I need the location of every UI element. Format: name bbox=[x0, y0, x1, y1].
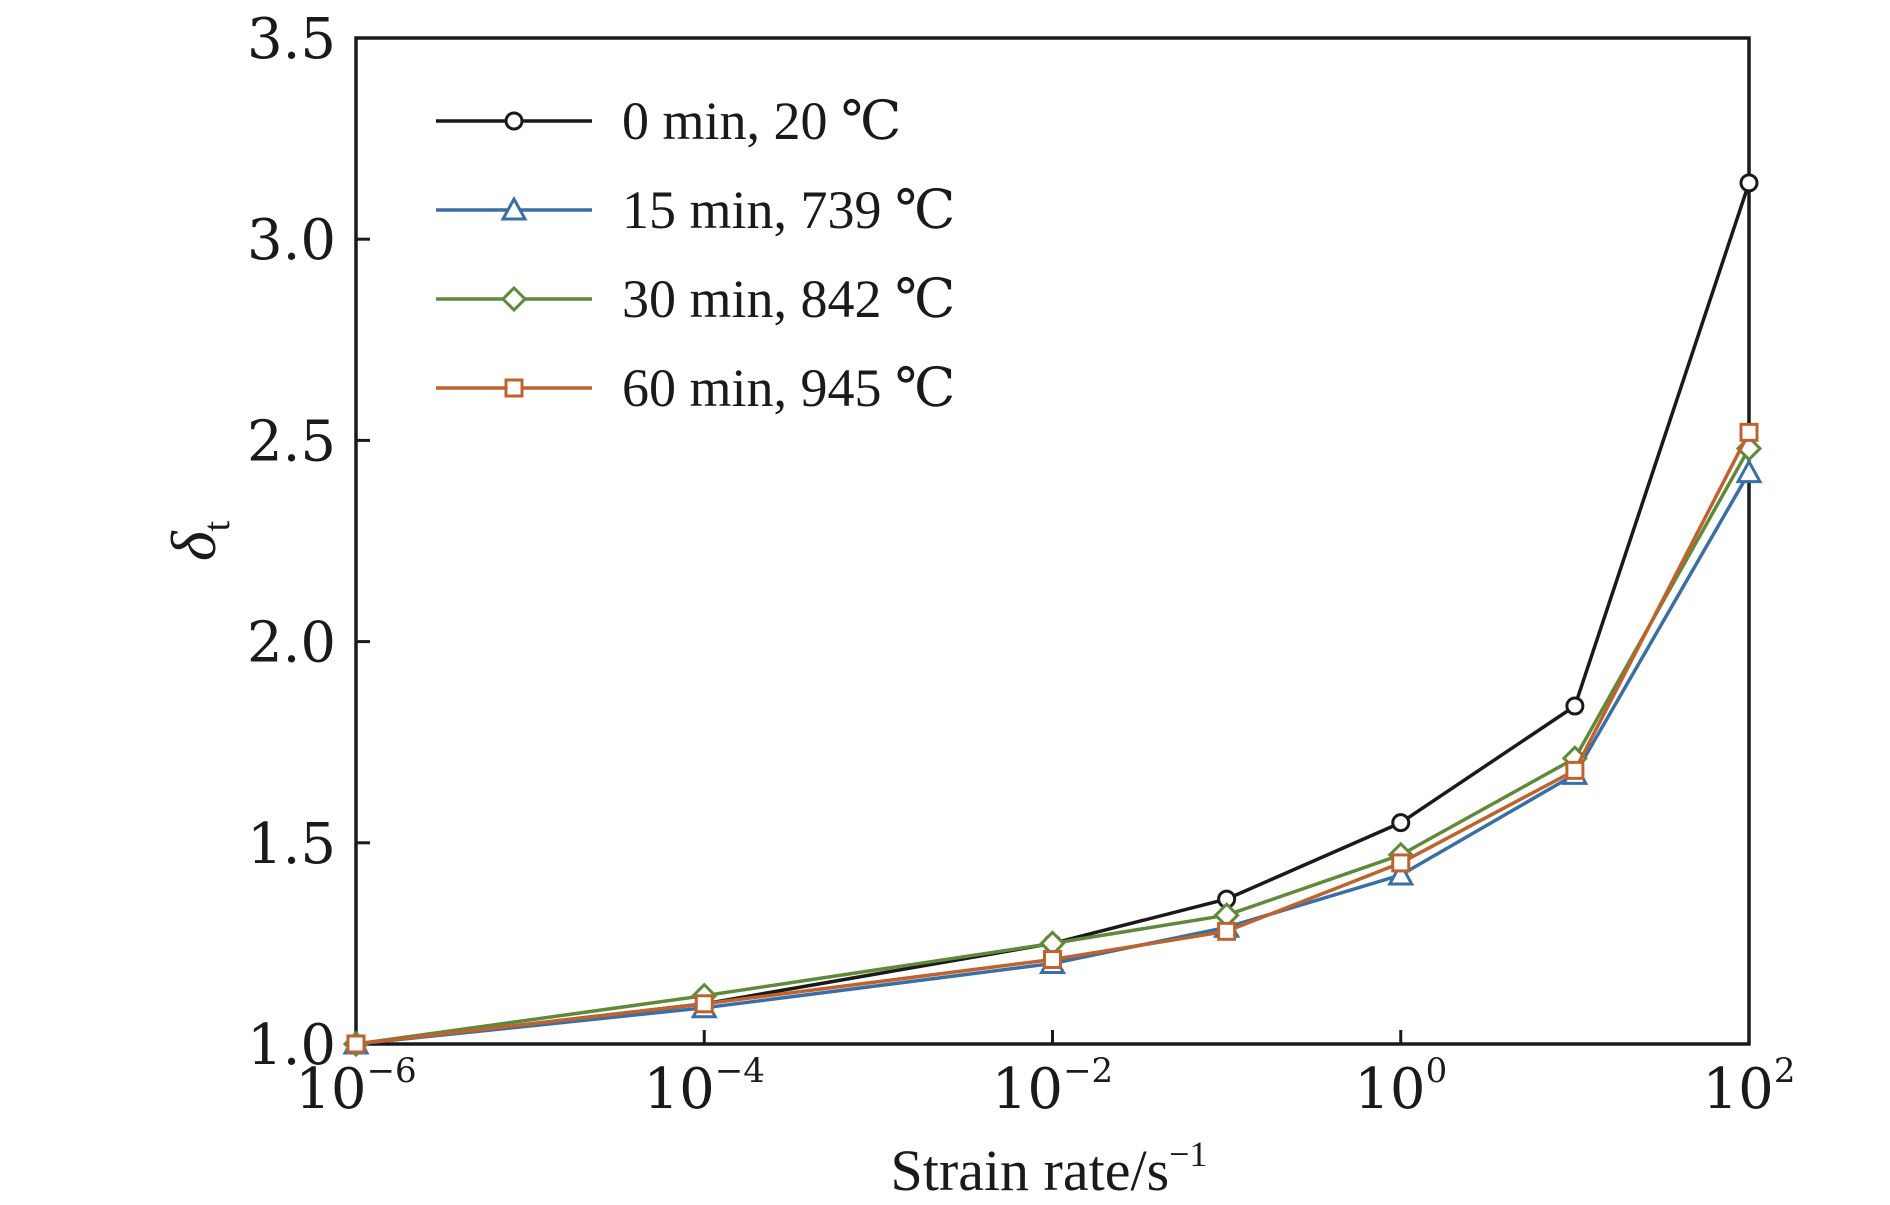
series-0 bbox=[346, 173, 1759, 1054]
legend-marker-3 bbox=[504, 378, 524, 398]
x-axis-title: Strain rate/s−1 bbox=[891, 1134, 1208, 1203]
plot-frame bbox=[354, 36, 1751, 1046]
x-tick-label-2: 10−2 bbox=[992, 1051, 1113, 1122]
data-point-0-6 bbox=[1739, 173, 1759, 193]
data-point-3-4 bbox=[1391, 853, 1411, 873]
legend-item-2: 30 min, 842 ℃ bbox=[436, 269, 955, 329]
data-point-3-2 bbox=[1043, 949, 1062, 969]
data-point-3-1 bbox=[694, 994, 714, 1014]
legend-item-0: 0 min, 20 ℃ bbox=[436, 91, 901, 151]
legend-label-2: 30 min, 842 ℃ bbox=[622, 269, 955, 329]
data-point-0-5 bbox=[1565, 696, 1585, 716]
x-tick-label-4: 102 bbox=[1703, 1051, 1796, 1122]
x-tick-label-1: 10−4 bbox=[644, 1051, 765, 1122]
y-axis-title: δt bbox=[158, 520, 238, 561]
y-tick-label-1: 1.5 bbox=[247, 812, 336, 877]
x-axis-title-text: Strain rate/s bbox=[891, 1138, 1170, 1203]
legend-label-0: 0 min, 20 ℃ bbox=[622, 91, 901, 151]
legend-label-1: 15 min, 739 ℃ bbox=[622, 180, 955, 240]
legend-label-3: 60 min, 945 ℃ bbox=[622, 358, 955, 418]
y-axis-title-text: δ bbox=[158, 530, 229, 561]
y-axis-title-sub: t bbox=[196, 520, 238, 531]
data-point-1-4 bbox=[1387, 860, 1415, 886]
data-point-1-6 bbox=[1735, 458, 1763, 484]
legend-item-3: 60 min, 945 ℃ bbox=[436, 358, 955, 418]
data-point-3-6 bbox=[1739, 422, 1759, 442]
y-tick-label-4: 3.0 bbox=[247, 208, 336, 273]
series-line-0 bbox=[355, 182, 1751, 1046]
data-point-3-5 bbox=[1565, 760, 1585, 780]
x-tick-label-3: 100 bbox=[1354, 1051, 1447, 1122]
y-tick-label-3: 2.5 bbox=[247, 409, 336, 474]
x-tick-label-0: 10−6 bbox=[295, 1051, 416, 1122]
axes: 1.0 1.5 2.0 2.5 3.0 3.5 10−6 10−4 10−2 100 102 bbox=[247, 7, 1796, 1122]
y-tick-label-2: 2.0 bbox=[247, 611, 336, 676]
legend-marker-2 bbox=[500, 285, 528, 313]
x-axis-title-sup: −1 bbox=[1169, 1134, 1207, 1174]
legend-marker-0 bbox=[504, 111, 524, 131]
data-point-0-4 bbox=[1391, 813, 1411, 833]
series-group bbox=[342, 173, 1763, 1058]
data-point-3-3 bbox=[1217, 921, 1237, 941]
series-3 bbox=[346, 422, 1759, 1054]
y-tick-label-0: 1.0 bbox=[247, 1013, 336, 1078]
legend-marker-1 bbox=[500, 195, 528, 221]
y-tick-label-5: 3.5 bbox=[247, 7, 336, 72]
data-point-3-0 bbox=[346, 1034, 366, 1054]
legend-item-1: 15 min, 739 ℃ bbox=[436, 180, 955, 240]
legend: 0 min, 20 ℃ 15 min, 739 ℃ 30 min, 842 ℃ 60 … bbox=[436, 91, 955, 418]
